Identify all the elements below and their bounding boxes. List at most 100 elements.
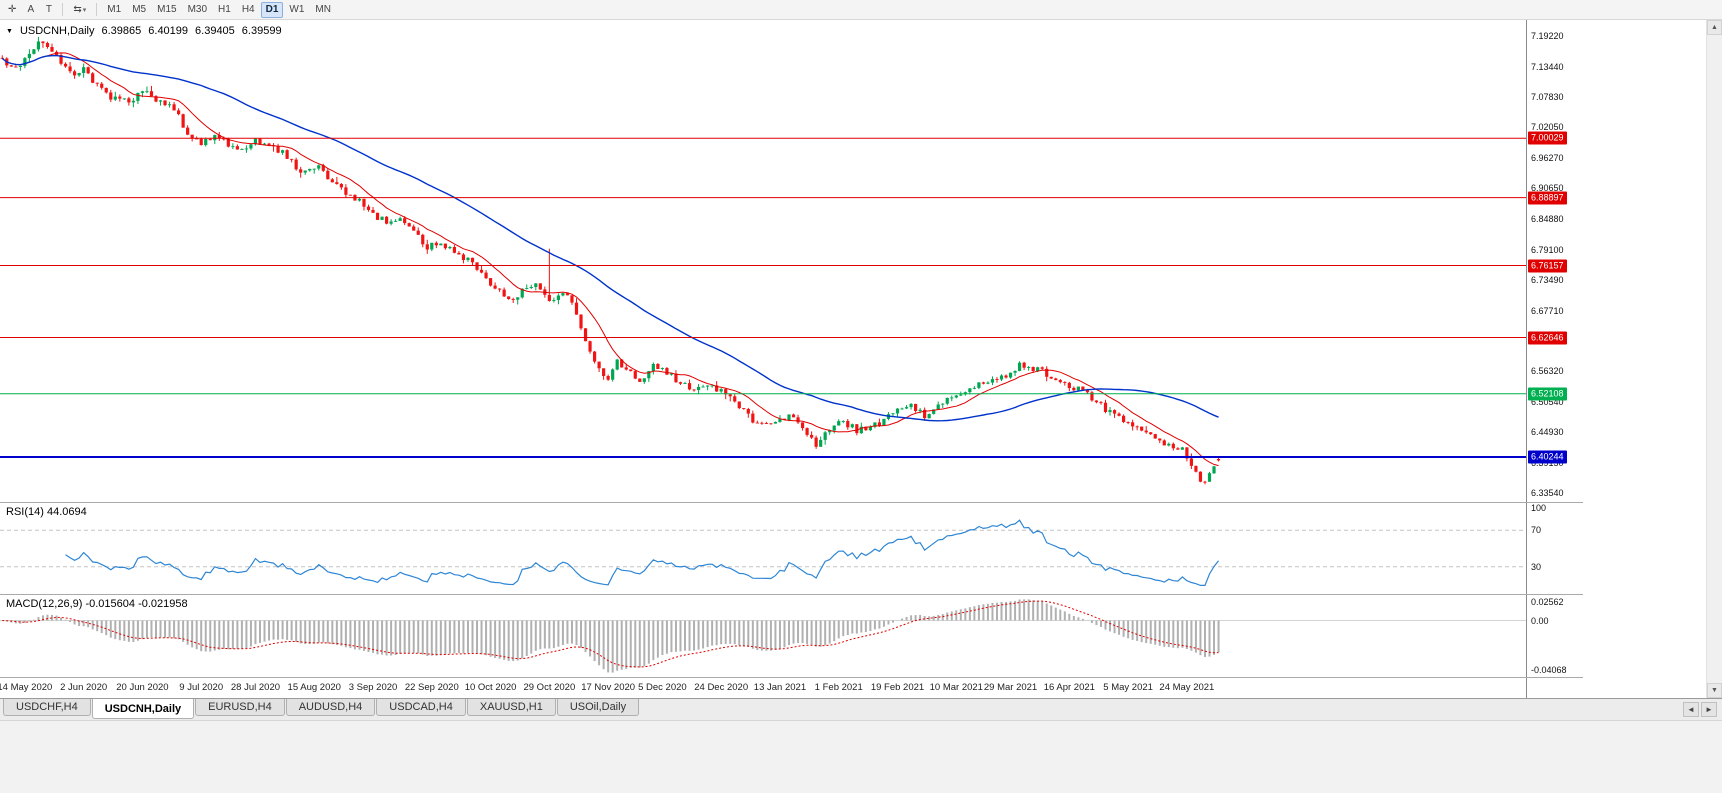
date-axis-label: 3 Sep 2020: [348, 682, 398, 693]
price-axis-label: 6.84880: [1531, 214, 1564, 224]
toolbar-separator: [62, 3, 64, 16]
chart-tab-usdcnh-daily[interactable]: USDCNH,Daily: [91, 699, 195, 719]
text-tool-button[interactable]: T: [45, 4, 52, 15]
ohlc-close: 6.39599: [241, 25, 282, 37]
empty-area: [1582, 595, 1722, 677]
chart-info-line: ▼ USDCNH,Daily 6.39865 6.40199 6.39405 6…: [6, 25, 282, 37]
chart-tab-xauusd-h1[interactable]: XAUUSD,H1: [466, 699, 556, 716]
tabs-scroll-right-button[interactable]: ►: [1701, 702, 1717, 717]
rsi-panel-plot[interactable]: RSI(14) 44.0694: [0, 503, 1526, 594]
panel-splitter[interactable]: [0, 502, 1583, 503]
panel-splitter[interactable]: [0, 594, 1583, 595]
date-axis-label: 2 Jun 2020: [60, 682, 108, 693]
date-axis-label: 14 May 2020: [0, 682, 53, 693]
macd-panel-plot[interactable]: MACD(12,26,9) -0.015604 -0.021958: [0, 595, 1526, 677]
price-level-badge: 7.00029: [1528, 131, 1567, 145]
date-axis-label: 22 Sep 2020: [404, 682, 459, 693]
chart-tab-usdcad-h4[interactable]: USDCAD,H4: [376, 699, 466, 716]
timeframe-h1-button[interactable]: H1: [218, 4, 231, 15]
expander-icon[interactable]: ▼: [6, 27, 13, 35]
macd-axis: 0.02562 0.00 -0.04068: [1526, 595, 1582, 677]
date-axis-label: 15 Aug 2020: [287, 682, 341, 693]
chart-tabs: USDCHF,H4 USDCNH,Daily EURUSD,H4 AUDUSD,H4 U…: [0, 699, 1678, 720]
price-level-badge: 6.52108: [1528, 387, 1567, 401]
date-axis-label: 24 Dec 2020: [694, 682, 749, 693]
empty-area: [1582, 678, 1722, 698]
cycle-lines-tool-button[interactable]: ⇆ ▾: [73, 4, 87, 15]
price-axis-label: 6.79100: [1531, 244, 1564, 255]
crosshair-tool-button[interactable]: ✛: [8, 4, 17, 15]
date-axis-label: 29 Oct 2020: [523, 682, 576, 693]
timeframe-h4-button[interactable]: H4: [241, 4, 255, 15]
date-axis-label: 10 Mar 2021: [929, 682, 983, 693]
date-axis-label: 17 Nov 2020: [581, 682, 636, 693]
date-axis-label: 28 Jul 2020: [230, 682, 281, 693]
empty-area: [1582, 20, 1722, 502]
rsi-label: RSI(14) 44.0694: [6, 506, 87, 518]
macd-label: MACD(12,26,9) -0.015604 -0.021958: [6, 598, 188, 610]
price-axis-label: 6.44930: [1531, 427, 1564, 437]
timeframe-m15-button[interactable]: M15: [157, 4, 177, 15]
price-chart-plot[interactable]: ▼ USDCNH,Daily 6.39865 6.40199 6.39405 6…: [0, 20, 1526, 502]
price-level-badge: 6.88897: [1528, 191, 1567, 205]
date-axis-label: 29 Mar 2021: [983, 682, 1038, 693]
scroll-up-arrow[interactable]: ▲: [1707, 20, 1722, 35]
timeframe-m1-button[interactable]: M1: [107, 4, 122, 15]
date-axis-label: 19 Feb 2021: [870, 682, 925, 693]
ohlc-low: 6.39405: [195, 25, 235, 37]
status-bar: [0, 720, 1722, 793]
timeframe-d1-button[interactable]: D1: [260, 1, 284, 18]
chart-workspace: ▼ USDCNH,Daily 6.39865 6.40199 6.39405 6…: [0, 20, 1722, 698]
chart-tab-usoil-daily[interactable]: USOil,Daily: [556, 699, 640, 716]
chevron-down-icon: ▾: [82, 6, 87, 14]
date-axis-label: 5 May 2021: [1103, 682, 1153, 693]
ohlc-high: 6.40199: [148, 25, 189, 37]
vertical-scrollbar[interactable]: ▲ ▼: [1706, 20, 1722, 698]
price-axis[interactable]: 7.19220 7.13440 7.07830 7.02050 6.96270 6.906…: [1526, 20, 1582, 502]
timeframe-m30-button[interactable]: M30: [187, 4, 208, 15]
chart-tab-usdchf-h4[interactable]: USDCHF,H4: [3, 699, 91, 716]
line-studies-group: ✛ A T: [3, 2, 57, 18]
panel-splitter[interactable]: [0, 677, 1583, 678]
rsi-axis-label: 70: [1531, 525, 1542, 536]
price-candles-svg: [0, 36, 1526, 485]
date-axis-label: 20 Jun 2020: [116, 682, 169, 693]
date-axis[interactable]: 14 May 2020 2 Jun 2020 20 Jun 2020 9 Jul 20…: [0, 678, 1526, 698]
ohlc-open: 6.39865: [101, 25, 142, 37]
price-axis-label: 7.13440: [1531, 61, 1564, 72]
price-axis-label: 6.56320: [1531, 366, 1564, 377]
scrollbar-track[interactable]: [1707, 35, 1722, 683]
macd-axis-label: 0.00: [1531, 615, 1549, 626]
date-axis-label: 10 Oct 2020: [464, 682, 517, 693]
price-axis-label: 7.02050: [1531, 122, 1564, 133]
price-axis-label: 6.50540: [1531, 397, 1564, 408]
date-axis-label: 5 Dec 2020: [638, 682, 687, 693]
price-axis-label: 7.07830: [1531, 91, 1564, 102]
chart-tabs-bar: USDCHF,H4 USDCNH,Daily EURUSD,H4 AUDUSD,H4 U…: [0, 698, 1722, 720]
price-level-badge: 6.62646: [1528, 331, 1567, 344]
toolbar-separator: [96, 3, 98, 16]
date-axis-label: 1 Feb 2021: [814, 682, 863, 693]
rsi-axis-label: 30: [1531, 561, 1542, 572]
scroll-down-arrow[interactable]: ▼: [1707, 683, 1722, 698]
text-label-tool-button[interactable]: A: [27, 4, 35, 15]
macd-axis-label: 0.02562: [1531, 597, 1564, 607]
chart-tab-eurusd-h4[interactable]: EURUSD,H4: [195, 699, 285, 716]
main-toolbar: ✛ A T ⇆ ▾ M1 M5 M15 M30 H1 H4 D1 W1 MN: [0, 0, 1722, 20]
timeframe-m5-button[interactable]: M5: [132, 4, 147, 15]
empty-area: [1582, 503, 1722, 594]
timeframe-mn-button[interactable]: MN: [315, 4, 331, 15]
macd-histogram-svg: [0, 599, 1526, 673]
chart-tab-audusd-h4[interactable]: AUDUSD,H4: [285, 699, 376, 716]
timeframes-group: M1 M5 M15 M30 H1 H4 D1 W1 MN: [102, 1, 336, 18]
price-axis-label: 6.90650: [1531, 183, 1564, 194]
date-axis-label: 16 Apr 2021: [1043, 682, 1095, 693]
rsi-axis-label: 100: [1531, 503, 1547, 513]
date-axis-label: 13 Jan 2021: [753, 682, 807, 693]
price-axis-label: 6.73490: [1531, 274, 1564, 285]
tabs-scroll-left-button[interactable]: ◄: [1683, 702, 1699, 717]
macd-axis-label: -0.04068: [1531, 665, 1567, 675]
timeframe-w1-button[interactable]: W1: [289, 4, 305, 15]
price-axis-label: 6.33540: [1531, 487, 1564, 498]
